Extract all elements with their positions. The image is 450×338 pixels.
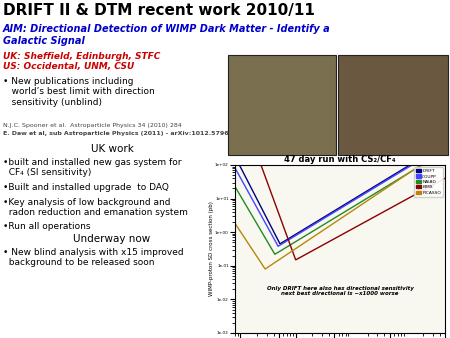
- Text: UK work: UK work: [90, 144, 134, 154]
- Text: N.J.C. Spooner et al.  Astroparticle Physics 34 (2010) 284: N.J.C. Spooner et al. Astroparticle Phys…: [3, 123, 182, 128]
- PICASSO: [232, 221, 238, 225]
- PICASSO: [442, 147, 448, 151]
- DRIFT: [373, 184, 378, 188]
- Text: E. Daw et al, sub Astroparticle Physics (2011) - arXiv:1012.5796: E. Daw et al, sub Astroparticle Physics …: [3, 131, 229, 136]
- Text: AIM: Directional Detection of WIMP Dark Matter - Identify a
Galactic Signal: AIM: Directional Detection of WIMP Dark …: [3, 24, 331, 46]
- NAIAD: [356, 201, 362, 205]
- COUPP: [356, 195, 362, 199]
- Text: • New publications including
   world’s best limit with direction
   sensitivity: • New publications including world’s bes…: [3, 77, 155, 107]
- KIMS: [373, 214, 378, 218]
- COUPP: [328, 213, 333, 217]
- PICASSO: [391, 181, 396, 185]
- COUPP: [232, 166, 238, 170]
- KIMS: [328, 239, 333, 243]
- DRIFT: [278, 242, 283, 246]
- PICASSO: [328, 223, 333, 227]
- Line: COUPP: COUPP: [235, 145, 445, 246]
- DRIFT: [442, 142, 448, 146]
- KIMS: [442, 176, 448, 180]
- COUPP: [442, 143, 448, 147]
- Text: •Built and installed upgrade  to DAQ: •Built and installed upgrade to DAQ: [3, 183, 169, 192]
- KIMS: [391, 204, 396, 209]
- NAIAD: [442, 149, 448, 153]
- PICASSO: [262, 267, 268, 271]
- Text: Underway now: Underway now: [73, 234, 151, 244]
- PICASSO: [287, 251, 292, 255]
- DRIFT: [270, 227, 275, 231]
- DRIFT: [328, 211, 333, 215]
- Text: •Key analysis of low background and
  radon reduction and emanation system: •Key analysis of low background and rado…: [3, 198, 188, 217]
- DRIFT: [356, 194, 362, 198]
- Line: PICASSO: PICASSO: [235, 149, 445, 269]
- KIMS: [356, 223, 362, 227]
- KIMS: [286, 240, 292, 244]
- Text: •Run all operations: •Run all operations: [3, 222, 90, 231]
- DRIFT: [287, 236, 292, 240]
- Text: •built and installed new gas system for
  CF₄ (SI sensitivity): •built and installed new gas system for …: [3, 158, 181, 177]
- Bar: [338, 55, 448, 155]
- NAIAD: [328, 219, 333, 223]
- NAIAD: [373, 191, 378, 195]
- NAIAD: [270, 248, 275, 252]
- Legend: DRIFT, COUPP, NAIAD, KIMS, PICASSO: DRIFT, COUPP, NAIAD, KIMS, PICASSO: [414, 167, 443, 197]
- PICASSO: [270, 262, 275, 266]
- COUPP: [270, 234, 275, 238]
- KIMS: [232, 92, 238, 96]
- NAIAD: [272, 252, 278, 256]
- Text: DRIFT II & DTM recent work 2010/11: DRIFT II & DTM recent work 2010/11: [3, 3, 315, 18]
- COUPP: [275, 244, 281, 248]
- Line: DRIFT: DRIFT: [235, 144, 445, 244]
- Y-axis label: WIMP-proton SD cross section (pb): WIMP-proton SD cross section (pb): [209, 201, 214, 296]
- PICASSO: [356, 204, 362, 208]
- Text: Only DRIFT here also has directional sensitivity
next best directional is ~x1000: Only DRIFT here also has directional sen…: [266, 286, 414, 296]
- KIMS: [270, 194, 275, 198]
- Line: NAIAD: NAIAD: [235, 151, 445, 254]
- Title: 47 day run with CS₂/CF₄: 47 day run with CS₂/CF₄: [284, 155, 396, 164]
- PICASSO: [373, 193, 378, 197]
- Line: KIMS: KIMS: [235, 94, 445, 260]
- Bar: [228, 55, 336, 155]
- NAIAD: [287, 243, 292, 247]
- DRIFT: [391, 173, 396, 177]
- Text: • New blind analysis with x15 improved
  background to be released soon: • New blind analysis with x15 improved b…: [3, 248, 184, 267]
- Text: UK: Sheffield, Edinburgh, STFC
US: Occidental, UNM, CSU: UK: Sheffield, Edinburgh, STFC US: Occid…: [3, 52, 160, 71]
- COUPP: [373, 185, 378, 189]
- NAIAD: [232, 185, 238, 189]
- COUPP: [391, 174, 396, 178]
- KIMS: [293, 258, 298, 262]
- NAIAD: [391, 180, 396, 184]
- COUPP: [287, 237, 292, 241]
- DRIFT: [232, 154, 238, 159]
